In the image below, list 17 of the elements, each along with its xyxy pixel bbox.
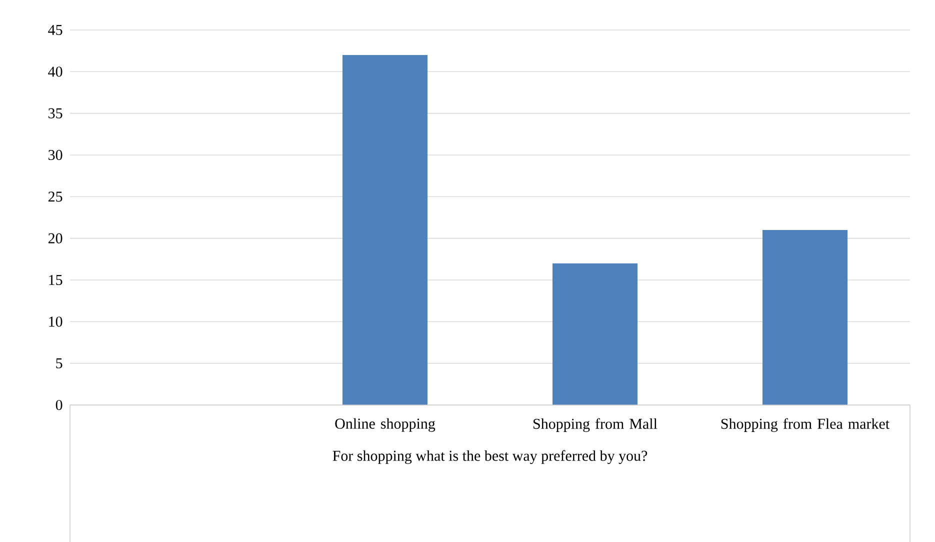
y-tick-label: 0 bbox=[56, 400, 62, 410]
bar bbox=[762, 230, 848, 405]
x-axis-title: For shopping what is the best way preferred by you? bbox=[332, 450, 648, 464]
y-tick-label: 35 bbox=[48, 108, 62, 118]
y-tick-label: 15 bbox=[49, 274, 62, 285]
x-tick-label: Shopping from Flea market bbox=[721, 418, 890, 432]
y-tick-label: 45 bbox=[48, 24, 62, 35]
y-tick-label: 25 bbox=[48, 191, 62, 202]
bar bbox=[552, 263, 638, 405]
y-tick-label: 40 bbox=[48, 66, 62, 77]
y-tick-label: 10 bbox=[49, 316, 62, 327]
y-tick-label: 20 bbox=[48, 233, 62, 244]
bar bbox=[342, 54, 428, 405]
y-tick-label: 30 bbox=[48, 150, 62, 160]
x-tick-label: Shopping from Mall bbox=[534, 418, 658, 432]
y-tick-label: 5 bbox=[56, 358, 62, 368]
x-tick-label: Online shopping bbox=[335, 418, 436, 432]
